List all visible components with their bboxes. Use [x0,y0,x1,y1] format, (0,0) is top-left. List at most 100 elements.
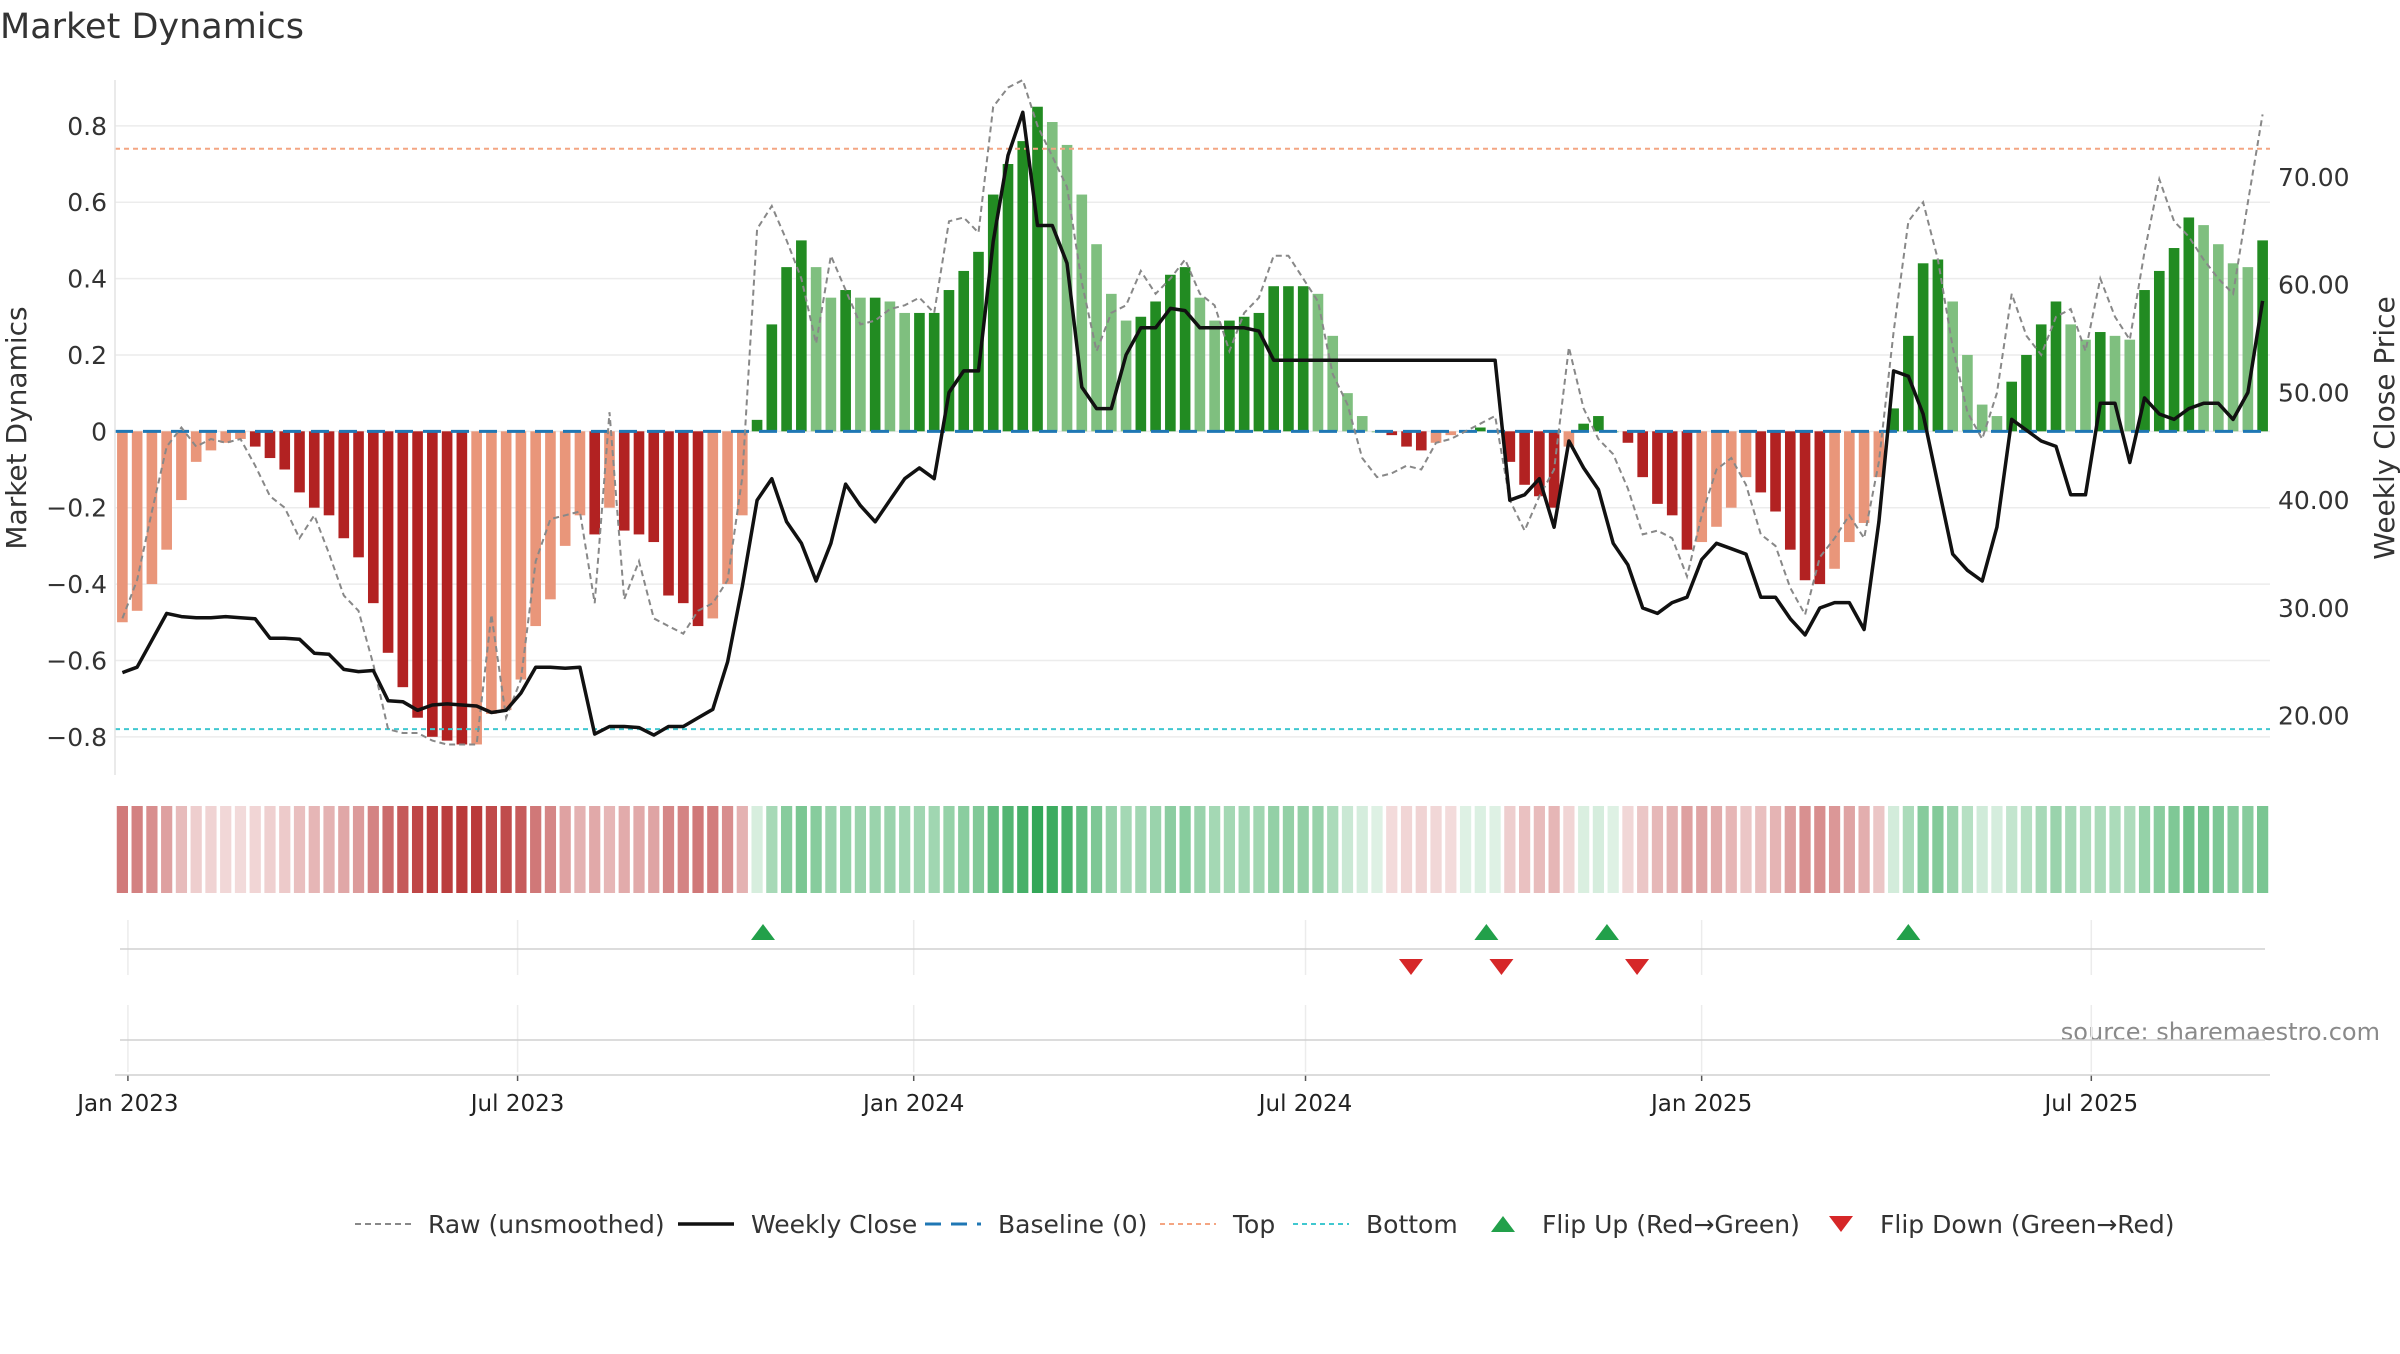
heat-cell [1578,806,1590,893]
dynamics-bar [1578,423,1589,432]
dynamics-bar [2198,225,2209,432]
flip-up-marker [1896,924,1921,940]
heat-cell [2168,806,2180,893]
dynamics-bar [1046,122,1058,432]
heat-cell [175,806,188,893]
heat-cell [1828,806,1841,893]
legend-label-flip_down: Flip Down (Green→Red) [1880,1210,2175,1239]
heat-cell [1489,806,1501,893]
dynamics-bar [249,431,261,447]
dynamics-bar [663,431,674,596]
dynamics-bar [338,431,350,539]
heat-cell [1784,806,1796,893]
heat-cell [323,806,335,893]
weekly-close-line [121,110,2265,737]
heat-cell [205,806,217,893]
dynamics-bar [1017,141,1029,432]
heat-cell [707,806,719,893]
dynamics-bar [692,431,704,627]
y2-tick-label: 70.00 [2278,163,2350,192]
heat-cell [1533,806,1545,893]
y2-tick-label: 60.00 [2278,271,2350,300]
heat-cell [1622,806,1634,893]
heat-cell [1681,806,1693,893]
dynamics-bar [1652,431,1663,504]
dynamics-bar [456,431,468,745]
heat-cell [1799,806,1811,893]
y-tick-label: −0.8 [46,723,107,752]
heat-cell [1297,806,1309,893]
dynamics-bar [1327,335,1339,432]
heat-cell [1725,806,1737,893]
dynamics-bar [2006,381,2018,432]
dynamics-bar [2257,240,2268,432]
dynamics-bar [2124,339,2136,432]
heat-cell [2065,806,2077,893]
heat-cell [869,806,881,893]
heat-cell [1666,806,1678,893]
dynamics-bar [530,431,541,627]
heat-cell [987,806,999,893]
dynamics-bar [1120,320,1132,432]
heat-cell [367,806,379,893]
heat-cell [2227,806,2239,893]
dynamics-bar [1534,431,1545,497]
dynamics-bar [1238,316,1250,432]
dynamics-bar [1032,106,1043,432]
dynamics-bar [1681,431,1693,550]
heat-cell [736,806,748,893]
heat-cell [146,806,158,893]
heat-cell [618,806,630,893]
heat-cell [1253,806,1265,893]
heat-cell [677,806,689,893]
dynamics-bar [2050,301,2062,432]
dynamics-bar [1076,194,1088,432]
heat-cell [1961,806,1974,893]
heat-cell [2035,806,2047,893]
heat-cell [589,806,601,893]
dynamics-bar [1770,431,1781,512]
dynamics-bar [220,431,232,443]
dynamics-bar [1844,431,1855,543]
dynamics-bar [1401,431,1412,447]
dynamics-bar [1755,431,1767,493]
dynamics-bar [1106,293,1117,432]
heat-cell [1194,806,1206,893]
heat-cell [1371,806,1383,893]
heat-cell [574,806,586,893]
dynamics-bar [648,431,660,543]
dynamics-bar [1903,335,1914,432]
y-tick-label: 0.4 [67,265,107,294]
heat-cell [692,806,704,893]
dynamics-bar [161,431,172,550]
heat-cell [1238,806,1250,893]
dynamics-bar [1962,354,1973,432]
dynamics-bar [928,312,940,432]
heat-cell [1843,806,1855,893]
flip-down-marker [1399,959,1424,975]
dynamics-bar [559,431,571,546]
dynamics-bar [1917,263,1929,432]
heat-cell [2109,806,2121,893]
dynamics-bar [235,431,246,439]
heat-cell [411,806,424,893]
dynamics-bar [796,240,807,432]
legend: Raw (unsmoothed) Weekly Close Baseline (0)… [355,1210,2175,1239]
dynamics-bar [722,431,733,585]
heat-cell [1179,806,1191,893]
dynamics-bar [515,431,527,680]
dynamics-bar [781,267,792,432]
dynamics-bar [279,431,291,470]
dynamics-bar [323,431,335,516]
heat-cell [1076,806,1088,893]
dynamics-bar [1637,431,1649,478]
dynamics-bar [1666,431,1678,516]
chart-title: Market Dynamics [0,7,304,47]
dynamics-bar [2109,335,2121,432]
dynamics-bar [1784,431,1796,550]
heat-cell [456,806,468,893]
heat-cell [352,806,365,893]
heat-cell [485,806,497,893]
flip-up-marker [751,924,776,940]
dynamics-bar [441,431,453,741]
